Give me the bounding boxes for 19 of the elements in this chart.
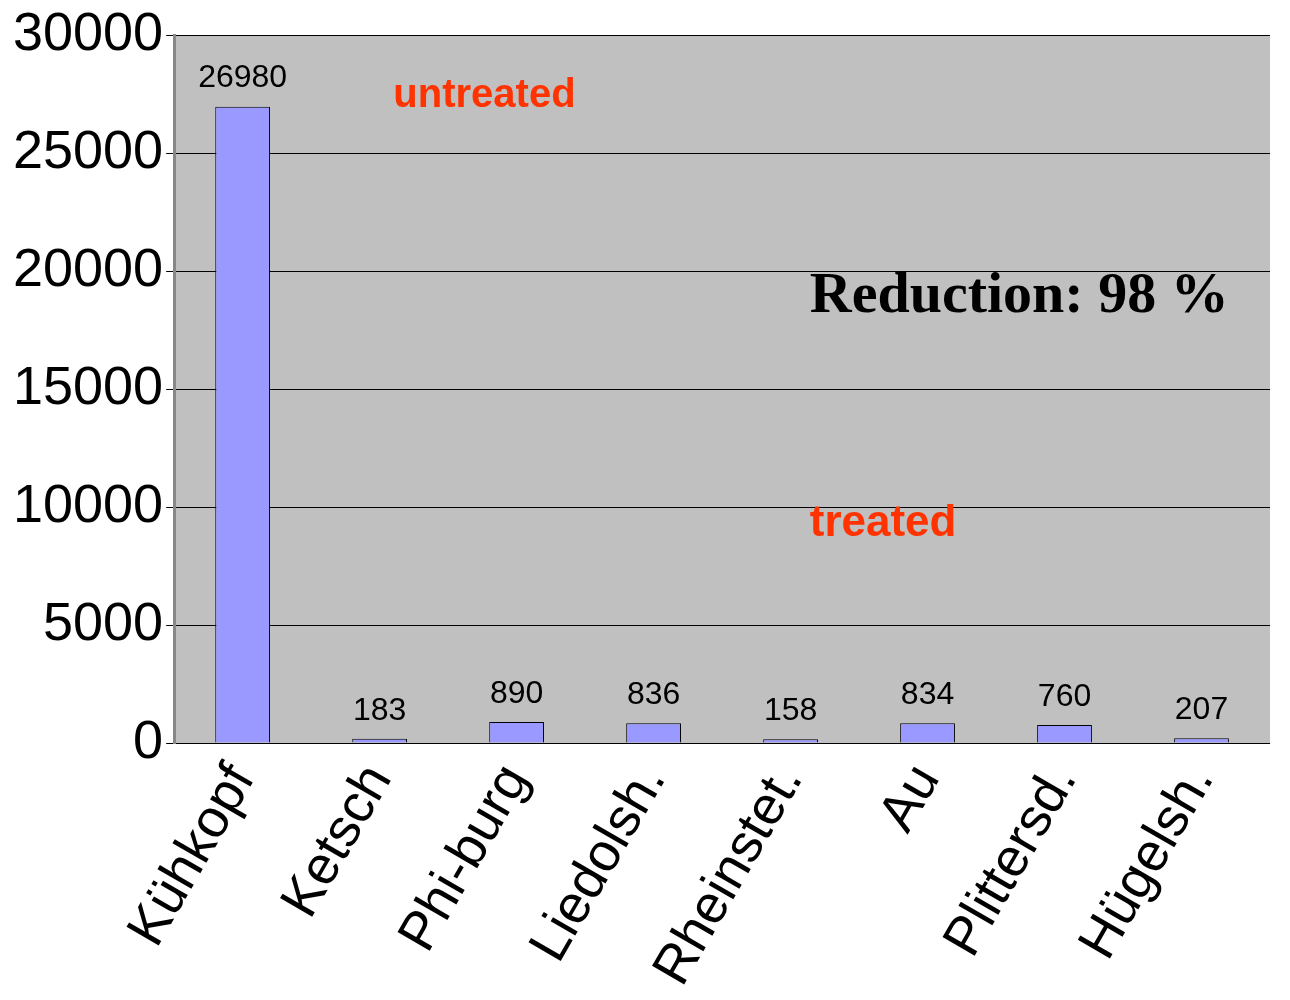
y-tick-label: 5000 — [43, 590, 164, 651]
data-label: 183 — [352, 690, 407, 727]
x-tick-label: Au — [865, 753, 950, 841]
data-label: 836 — [626, 675, 681, 712]
data-label: 207 — [1174, 689, 1229, 726]
y-tick-label: 20000 — [12, 237, 164, 298]
y-tick-label: 25000 — [12, 119, 164, 180]
y-tick-label: 30000 — [12, 1, 164, 62]
data-label: 890 — [489, 673, 544, 710]
y-tick-label: 15000 — [12, 355, 164, 416]
data-label: 760 — [1037, 676, 1092, 713]
annotation: Reduction: 98 % — [809, 260, 1229, 326]
annotation: treated — [809, 495, 957, 545]
annotation: untreated — [393, 70, 576, 115]
data-label: 158 — [763, 691, 818, 728]
data-label: 26980 — [198, 58, 288, 95]
data-label: 834 — [900, 675, 955, 712]
y-tick-label: 10000 — [12, 473, 164, 534]
y-tick-label: 0 — [133, 708, 164, 769]
